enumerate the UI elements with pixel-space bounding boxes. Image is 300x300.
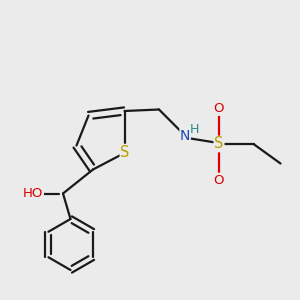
Text: S: S [120, 145, 130, 160]
Text: N: N [180, 129, 190, 142]
Text: H: H [189, 123, 199, 136]
Text: O: O [214, 173, 224, 187]
Text: S: S [214, 136, 224, 152]
Text: HO: HO [23, 187, 43, 200]
Text: O: O [214, 102, 224, 115]
